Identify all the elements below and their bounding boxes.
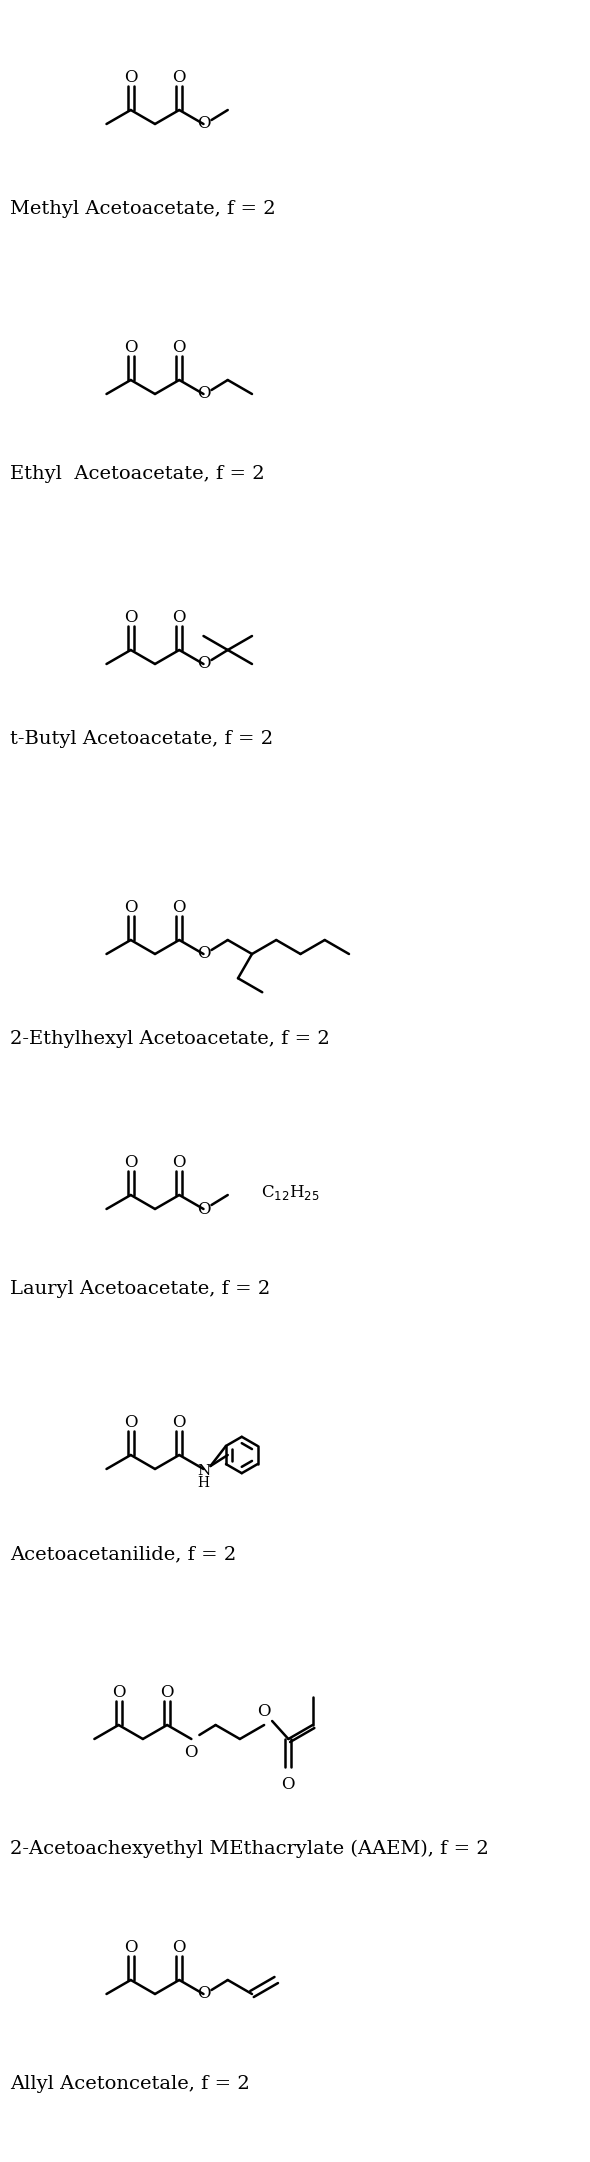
Text: O: O: [172, 1414, 186, 1431]
Text: O: O: [172, 339, 186, 357]
Text: O: O: [160, 1684, 174, 1701]
Text: t-Butyl Acetoacetate, f = 2: t-Butyl Acetoacetate, f = 2: [10, 731, 273, 748]
Text: O: O: [172, 1939, 186, 1957]
Text: Lauryl Acetoacetate, f = 2: Lauryl Acetoacetate, f = 2: [10, 1280, 270, 1297]
Text: O: O: [196, 1200, 210, 1217]
Text: O: O: [124, 69, 137, 86]
Text: Ethyl  Acetoacetate, f = 2: Ethyl Acetoacetate, f = 2: [10, 465, 265, 482]
Text: C$_{12}$H$_{25}$: C$_{12}$H$_{25}$: [261, 1183, 319, 1202]
Text: Methyl Acetoacetate, f = 2: Methyl Acetoacetate, f = 2: [10, 201, 276, 218]
Text: O: O: [257, 1704, 271, 1721]
Text: O: O: [124, 339, 137, 357]
Text: O: O: [172, 610, 186, 625]
Text: 2-Acetoachexyethyl MEthacrylate (AAEM), f = 2: 2-Acetoachexyethyl MEthacrylate (AAEM), …: [10, 1840, 489, 1859]
Text: Allyl Acetoncetale, f = 2: Allyl Acetoncetale, f = 2: [10, 2076, 250, 2093]
Text: O: O: [281, 1775, 295, 1792]
Text: O: O: [172, 1155, 186, 1170]
Text: O: O: [124, 610, 137, 625]
Text: O: O: [112, 1684, 126, 1701]
Text: O: O: [124, 1414, 137, 1431]
Text: N: N: [197, 1464, 210, 1479]
Text: O: O: [196, 115, 210, 132]
Text: Acetoacetanilide, f = 2: Acetoacetanilide, f = 2: [10, 1546, 236, 1563]
Text: O: O: [124, 1155, 137, 1170]
Text: O: O: [196, 385, 210, 402]
Text: O: O: [185, 1745, 198, 1762]
Text: O: O: [124, 899, 137, 917]
Text: H: H: [198, 1477, 209, 1490]
Text: 2-Ethylhexyl Acetoacetate, f = 2: 2-Ethylhexyl Acetoacetate, f = 2: [10, 1029, 330, 1049]
Text: O: O: [124, 1939, 137, 1957]
Text: O: O: [196, 945, 210, 962]
Text: O: O: [172, 899, 186, 917]
Text: O: O: [196, 655, 210, 672]
Text: O: O: [196, 1985, 210, 2002]
Text: O: O: [172, 69, 186, 86]
